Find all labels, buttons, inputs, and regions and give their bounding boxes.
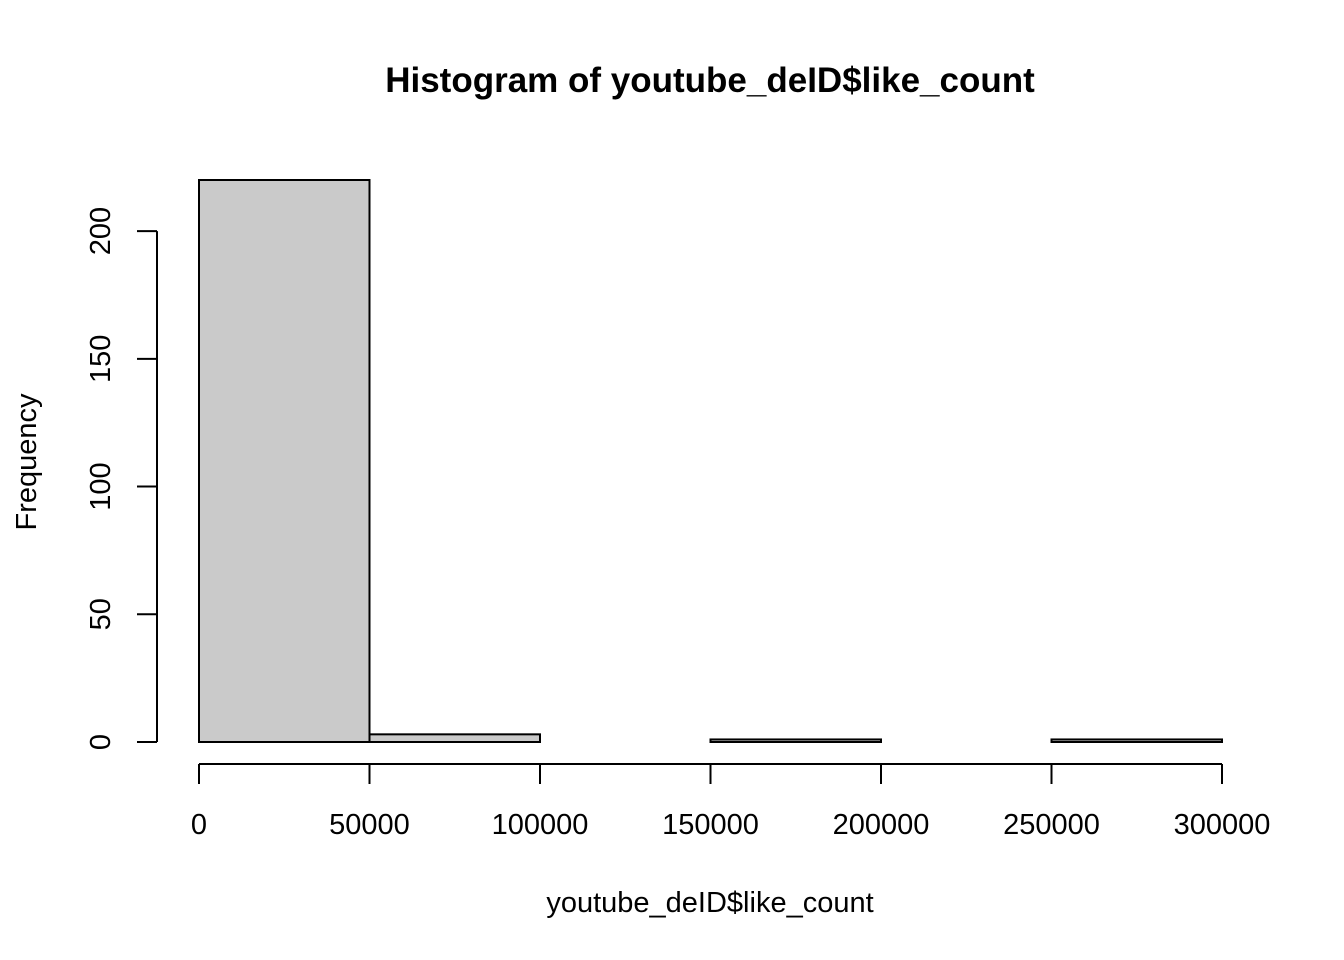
y-tick-label: 100 (85, 462, 117, 510)
x-tick-label: 250000 (1003, 809, 1100, 841)
x-tick-label: 0 (191, 809, 207, 841)
histogram-bar-1 (368, 733, 541, 744)
x-tick-label: 200000 (833, 809, 930, 841)
histogram-bar-3 (709, 738, 882, 743)
y-tick-label: 200 (85, 207, 117, 255)
x-axis: 0 50000 100000 150000 200000 250000 300000 (191, 763, 1271, 841)
x-tick-label: 50000 (329, 809, 410, 841)
bars-group (198, 179, 1223, 744)
chart-title: Histogram of youtube_deID$like_count (385, 61, 1035, 100)
x-tick-label: 100000 (492, 809, 589, 841)
x-tick-label: 300000 (1174, 809, 1271, 841)
y-tick-label: 50 (85, 598, 117, 630)
y-tick-label: 0 (85, 734, 117, 750)
x-tick-label: 150000 (662, 809, 759, 841)
x-axis-label: youtube_deID$like_count (546, 887, 873, 919)
histogram-bar-5 (1050, 738, 1223, 743)
y-tick-label: 150 (85, 335, 117, 383)
histogram-bar-0 (198, 179, 371, 743)
y-axis-label: Frequency (11, 393, 43, 531)
y-axis: 0 50 100 150 200 (85, 207, 158, 750)
